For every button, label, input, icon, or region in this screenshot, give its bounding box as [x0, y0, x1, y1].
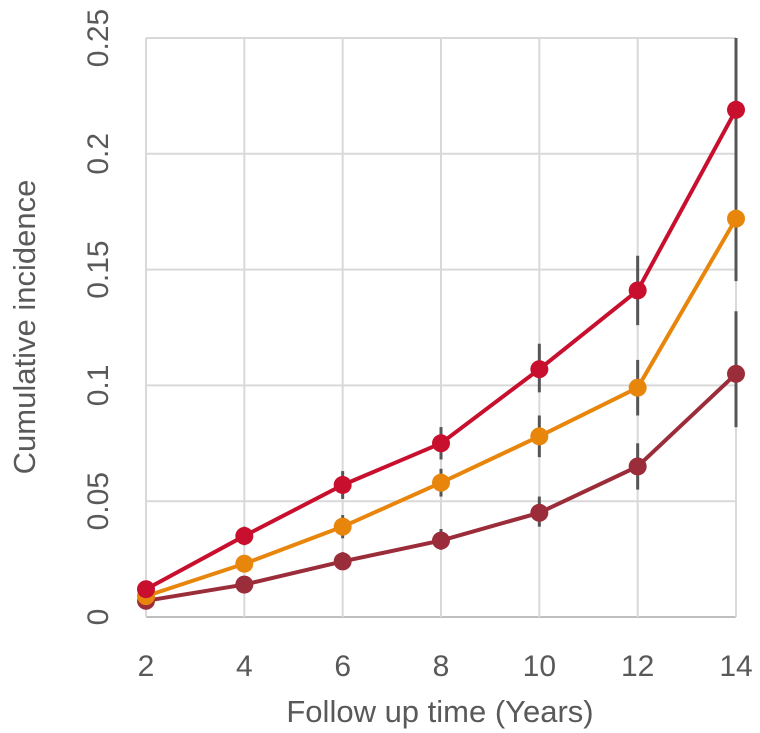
data-point: [530, 427, 549, 446]
x-tick-label: 8: [433, 650, 450, 683]
data-point: [628, 281, 647, 300]
data-point: [235, 575, 254, 594]
x-tick-label: 6: [334, 650, 351, 683]
data-point: [235, 526, 254, 545]
x-tick-label: 2: [138, 650, 155, 683]
data-point: [628, 457, 647, 476]
x-tick-label: 12: [621, 650, 654, 683]
y-tick-label: 0.15: [82, 240, 115, 298]
y-axis-ticks: 0 0.05 0.1 0.15 0.2 0.25: [82, 9, 115, 626]
y-tick-label: 0.1: [82, 365, 115, 407]
x-tick-label: 14: [719, 650, 752, 683]
data-point: [530, 503, 549, 522]
y-tick-label: 0.05: [82, 472, 115, 530]
data-points: [137, 100, 745, 610]
data-point: [628, 378, 647, 397]
y-tick-label: 0: [82, 609, 115, 626]
x-tick-label: 10: [523, 650, 556, 683]
data-point: [432, 434, 450, 453]
data-point: [432, 473, 450, 492]
x-axis-label: Follow up time (Years): [286, 694, 593, 729]
data-point: [333, 552, 352, 571]
x-tick-label: 4: [236, 650, 253, 683]
data-point: [137, 580, 155, 599]
data-point: [727, 209, 745, 228]
x-axis-ticks: 2 4 6 8 10 12 14: [138, 650, 753, 683]
y-tick-label: 0.25: [82, 9, 115, 67]
data-point: [530, 360, 549, 379]
data-point: [333, 517, 352, 536]
data-point: [235, 554, 254, 573]
y-tick-label: 0.2: [82, 133, 115, 175]
data-point: [727, 100, 745, 119]
data-point: [432, 531, 450, 550]
data-point: [727, 364, 745, 383]
y-axis-label: Cumulative incidence: [7, 180, 42, 475]
data-point: [333, 475, 352, 494]
